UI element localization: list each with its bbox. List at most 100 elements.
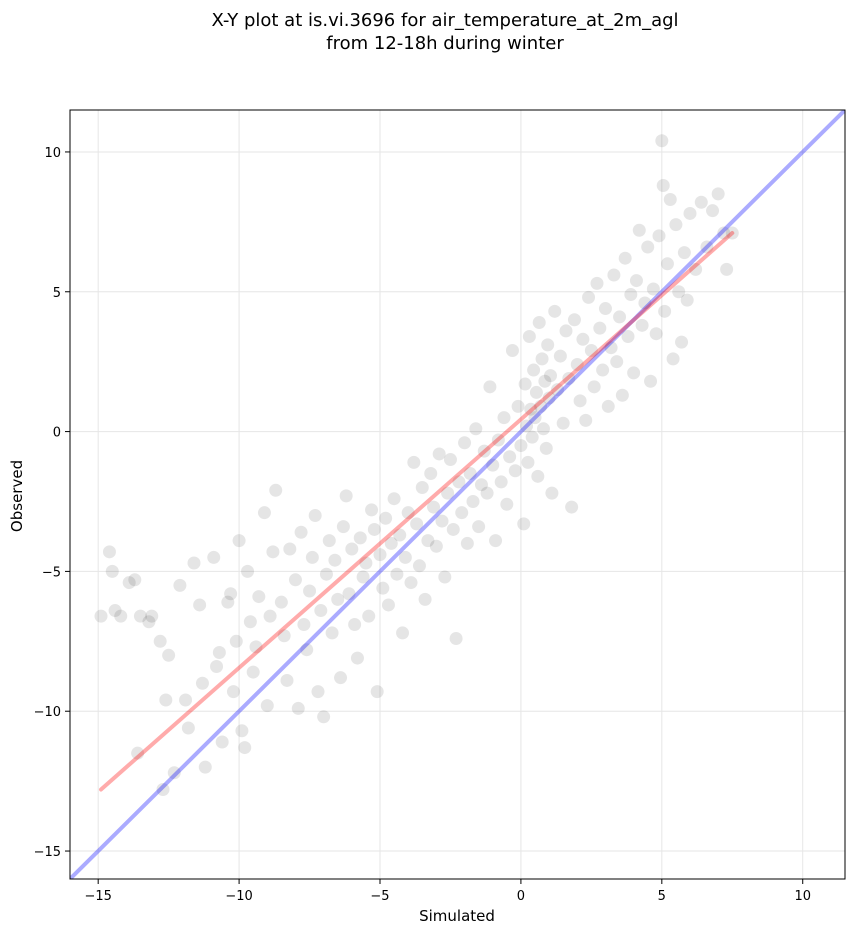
data-point	[193, 598, 207, 612]
data-point	[311, 685, 325, 699]
data-point	[429, 539, 443, 553]
data-point	[173, 578, 187, 592]
data-point	[319, 567, 333, 581]
data-point	[486, 458, 500, 472]
data-point	[288, 573, 302, 587]
y-tick-label: 5	[53, 286, 61, 301]
grid-lines	[70, 110, 845, 879]
data-point	[314, 604, 328, 618]
data-point	[627, 366, 641, 380]
data-point	[105, 564, 119, 578]
data-point	[133, 609, 147, 623]
data-point	[474, 478, 488, 492]
data-point	[579, 413, 593, 427]
x-tick-label: 10	[794, 889, 811, 904]
x-tick-label: 5	[658, 889, 666, 904]
data-point	[410, 517, 424, 531]
data-point	[529, 385, 543, 399]
data-point	[365, 503, 379, 517]
data-point	[153, 634, 167, 648]
data-point	[243, 615, 257, 629]
data-point	[401, 506, 415, 520]
data-point	[156, 783, 170, 797]
data-point	[535, 352, 549, 366]
data-point	[511, 399, 525, 413]
data-point	[607, 268, 621, 282]
data-point	[438, 570, 452, 584]
data-point	[694, 195, 708, 209]
data-point	[573, 394, 587, 408]
data-point	[521, 455, 535, 469]
data-point	[556, 416, 570, 430]
data-point	[235, 724, 249, 738]
data-point	[720, 262, 734, 276]
y-axis-label: Observed	[8, 460, 26, 532]
data-point	[300, 643, 314, 657]
data-point	[308, 508, 322, 522]
data-point	[415, 481, 429, 495]
data-point	[353, 531, 367, 545]
data-point	[102, 545, 116, 559]
data-point	[277, 629, 291, 643]
data-point	[472, 520, 486, 534]
data-point	[317, 710, 331, 724]
data-point	[379, 511, 393, 525]
data-point	[505, 343, 519, 357]
data-point	[601, 399, 615, 413]
data-point	[94, 609, 108, 623]
data-point	[345, 542, 359, 556]
data-point	[683, 206, 697, 220]
data-point	[167, 766, 181, 780]
data-point	[532, 316, 546, 330]
data-point	[458, 436, 472, 450]
data-point	[252, 590, 266, 604]
data-point	[226, 685, 240, 699]
data-point	[418, 592, 432, 606]
data-point	[339, 489, 353, 503]
data-point	[551, 383, 565, 397]
data-point	[660, 257, 674, 271]
data-point	[565, 500, 579, 514]
data-point	[542, 391, 556, 405]
data-point	[503, 450, 517, 464]
data-point	[291, 701, 305, 715]
data-point	[539, 441, 553, 455]
data-point	[666, 352, 680, 366]
data-point	[269, 483, 283, 497]
chart-title-line-2: from 12-18h during winter	[326, 33, 564, 54]
data-point	[508, 464, 522, 478]
data-point	[646, 282, 660, 296]
data-point	[517, 517, 531, 531]
data-point	[336, 520, 350, 534]
data-point	[398, 550, 412, 564]
data-point	[390, 567, 404, 581]
data-point	[207, 550, 221, 564]
data-point	[604, 341, 618, 355]
data-point	[212, 645, 226, 659]
data-point	[331, 592, 345, 606]
data-point	[477, 444, 491, 458]
data-point	[524, 402, 538, 416]
data-point	[393, 528, 407, 542]
data-point	[528, 411, 542, 425]
data-point	[449, 632, 463, 646]
data-point	[224, 587, 238, 601]
data-point	[325, 626, 339, 640]
data-point	[652, 229, 666, 243]
data-point	[404, 576, 418, 590]
data-point	[407, 455, 421, 469]
data-point	[283, 542, 297, 556]
data-point	[142, 615, 156, 629]
y-tick-label: −15	[34, 845, 61, 860]
data-point	[582, 290, 596, 304]
data-point	[122, 576, 136, 590]
data-point	[598, 302, 612, 316]
data-point	[441, 486, 455, 500]
data-point	[680, 293, 694, 307]
data-point	[669, 218, 683, 232]
data-point	[359, 556, 373, 570]
data-point	[562, 371, 576, 385]
data-point	[297, 618, 311, 632]
data-point	[370, 685, 384, 699]
data-point	[280, 673, 294, 687]
